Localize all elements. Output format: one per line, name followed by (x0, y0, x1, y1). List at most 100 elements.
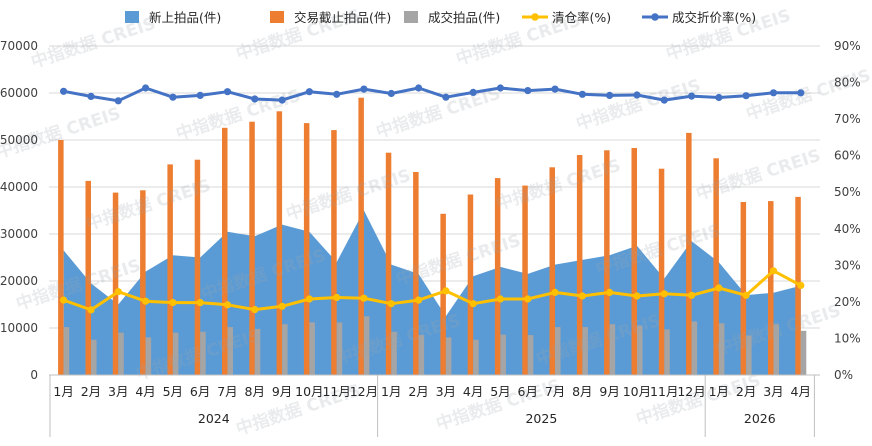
bar (118, 332, 124, 375)
bar (637, 325, 643, 375)
x-tick-label: 10月 (623, 384, 651, 399)
y-left-tick-label: 70000 (0, 39, 38, 53)
line-point (633, 91, 641, 99)
bar (746, 335, 752, 375)
x-tick-label: 1月 (381, 384, 401, 399)
bar (555, 327, 561, 375)
y-right-tick-label: 40% (834, 222, 861, 236)
bar (582, 327, 588, 375)
bar (413, 172, 419, 375)
bar (63, 327, 70, 375)
line-point (442, 93, 450, 101)
bar (85, 180, 91, 375)
year-label: 2025 (525, 411, 557, 426)
legend-marker-icon (651, 13, 659, 21)
legend-marker-icon (531, 13, 539, 21)
x-tick-label: 2月 (81, 384, 101, 399)
bar (227, 327, 233, 375)
line-point (442, 287, 450, 295)
y-right-tick-label: 20% (834, 295, 861, 309)
line-point (223, 301, 232, 309)
bar (609, 324, 616, 375)
y-right-tick-label: 0% (834, 368, 853, 382)
x-tick-label: 5月 (163, 384, 183, 399)
y-right-tick-label: 10% (834, 331, 861, 345)
line-point (496, 295, 504, 303)
year-label: 2026 (744, 411, 776, 426)
legend-label: 成交拍品(件) (428, 10, 500, 25)
line-point (496, 84, 504, 92)
y-right-tick-label: 30% (834, 258, 861, 272)
x-tick-label: 3月 (763, 384, 783, 399)
x-tick-label: 4月 (791, 384, 811, 399)
x-tick-label: 11月 (322, 384, 350, 399)
y-right-tick-label: 80% (834, 76, 861, 90)
line-point (278, 302, 286, 310)
legend-label: 清仓率(%) (552, 10, 611, 25)
x-tick-label: 8月 (245, 384, 265, 399)
bar (467, 194, 474, 375)
bar (718, 323, 725, 375)
legend-label: 交易截止拍品(件) (294, 10, 391, 25)
watermark-text: 中指数据 CREIS (693, 145, 823, 205)
line-point (278, 96, 286, 104)
bar (473, 339, 479, 376)
y-left-tick-label: 20000 (0, 274, 38, 288)
line-point (169, 93, 177, 101)
legend-label: 成交折价率(%) (672, 10, 756, 25)
bar (309, 322, 315, 375)
legend-swatch-icon (404, 11, 418, 23)
x-tick-label: 2月 (736, 384, 756, 399)
legend-label: 新上拍品(件) (149, 10, 221, 25)
bar (445, 337, 452, 375)
line-point (742, 92, 750, 100)
line-point (715, 93, 723, 102)
x-tick-label: 6月 (190, 384, 210, 399)
bar (713, 158, 719, 375)
y-right-tick-label: 60% (834, 149, 861, 163)
bar (527, 335, 534, 375)
legend: 新上拍品(件) 交易截止拍品(件) 成交拍品(件) 清仓率(%) 成交折价率(%) (125, 10, 756, 25)
bar (112, 192, 119, 375)
bar (385, 152, 392, 375)
line-point (333, 90, 341, 98)
line-point (797, 89, 805, 97)
line-point (142, 84, 150, 92)
line-point (769, 267, 778, 275)
bar (686, 132, 692, 375)
bar (664, 329, 670, 375)
bar (800, 330, 807, 375)
x-tick-label: 9月 (599, 384, 619, 399)
bar (145, 337, 152, 375)
x-tick-label: 2月 (408, 384, 428, 399)
line-point (114, 288, 122, 296)
line-point (578, 292, 587, 300)
line-point (660, 96, 668, 104)
line-point (469, 300, 477, 308)
bar (768, 201, 774, 375)
series-line (63, 269, 802, 312)
bar (167, 164, 173, 375)
y-right-tick-label: 50% (834, 185, 861, 199)
x-tick-label: 9月 (272, 384, 292, 399)
bar (303, 123, 310, 375)
legend-swatch-icon (270, 11, 284, 23)
bar (740, 202, 747, 375)
line-point (715, 284, 723, 292)
bar (194, 159, 201, 375)
x-tick-label: 1月 (709, 384, 729, 399)
line-point (415, 84, 423, 92)
bar (282, 324, 288, 375)
bar-series-layer (58, 97, 807, 376)
line-point (633, 292, 641, 300)
bar (549, 167, 555, 375)
legend-swatch-icon (125, 11, 139, 23)
line-series-layer (60, 84, 805, 314)
line-point (223, 88, 232, 96)
line-point (606, 288, 614, 296)
x-tick-label: 7月 (217, 384, 237, 399)
axes: 0 10000 20000 30000 40000 50000 60000 70000 0% 10… (0, 39, 861, 437)
bar (631, 148, 637, 375)
line-point (251, 306, 259, 314)
